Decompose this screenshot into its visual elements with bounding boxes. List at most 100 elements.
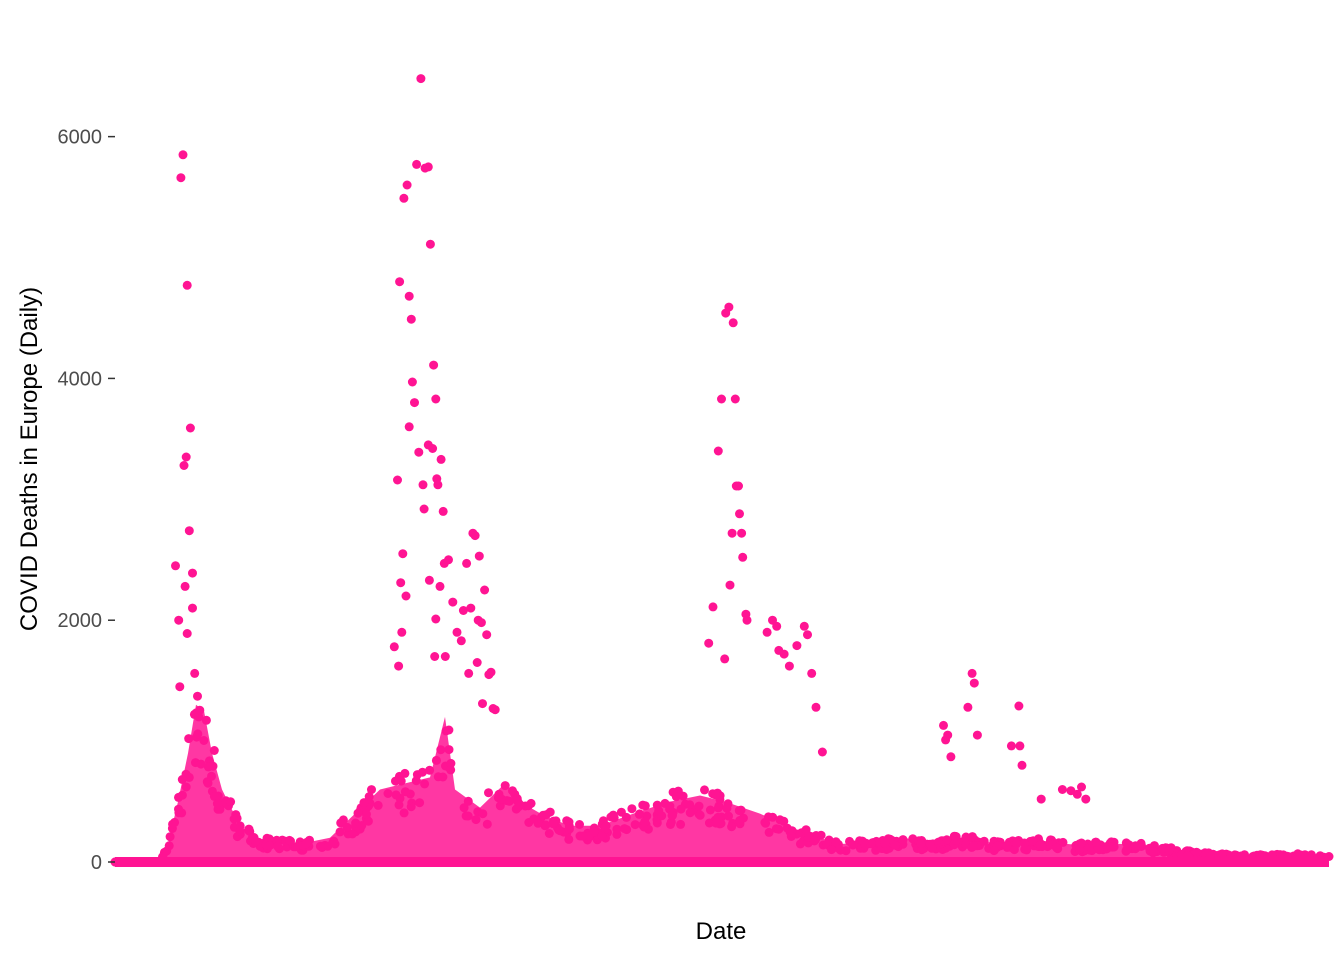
dense-point (634, 809, 644, 819)
data-point (811, 702, 821, 712)
dense-data-band (110, 691, 1334, 867)
dense-point (760, 818, 770, 827)
dense-point (578, 831, 588, 841)
dense-point (361, 809, 371, 819)
dense-point (1293, 849, 1303, 859)
data-point (193, 729, 203, 739)
dense-point (564, 834, 574, 844)
dense-point (795, 839, 805, 849)
data-point (772, 621, 782, 631)
data-point (730, 394, 740, 404)
dense-point (612, 829, 622, 839)
data-point (182, 629, 192, 638)
data-point (704, 638, 714, 648)
dense-point (194, 712, 204, 722)
dense-point (668, 787, 678, 797)
dense-point (764, 827, 774, 837)
outlier-points (171, 74, 1091, 804)
dense-point (1077, 838, 1086, 848)
dense-point (425, 765, 435, 775)
dense-point (967, 832, 977, 842)
dense-point (399, 808, 409, 818)
data-point (396, 578, 406, 588)
dense-point (627, 804, 637, 814)
dense-point (927, 843, 937, 853)
dense-point (621, 812, 631, 822)
dense-point (347, 829, 357, 839)
dense-point (500, 781, 510, 791)
dense-point (444, 745, 454, 755)
data-point (792, 641, 802, 651)
y-tick-label: 2000 (58, 610, 103, 632)
data-point (179, 461, 189, 470)
dense-point (168, 819, 178, 829)
data-point (452, 627, 462, 637)
data-point (410, 398, 419, 408)
dense-point (383, 789, 393, 798)
dense-point (315, 841, 325, 851)
data-point (178, 150, 188, 160)
data-point (482, 630, 492, 640)
data-point (433, 480, 443, 490)
dense-point (436, 745, 446, 755)
data-point (735, 509, 744, 519)
data-point (412, 159, 422, 169)
data-point (190, 668, 200, 678)
dense-point (961, 832, 971, 842)
zero-baseline-points (115, 857, 1329, 867)
data-point (464, 668, 474, 678)
data-point (462, 558, 472, 568)
dense-point (951, 831, 960, 841)
dense-point (667, 810, 677, 820)
data-point (737, 528, 747, 538)
data-point (395, 277, 405, 287)
dense-point (676, 819, 686, 829)
y-axis-title: COVID Deaths in Europe (Daily) (16, 287, 43, 631)
dense-point (336, 818, 346, 828)
dense-point (1035, 840, 1045, 850)
dense-point (597, 831, 607, 841)
data-point (393, 475, 402, 485)
data-point (742, 615, 752, 625)
dense-point (969, 841, 979, 851)
dense-point (555, 826, 565, 836)
dense-point (1131, 841, 1140, 851)
dense-point (600, 822, 610, 832)
dense-point (353, 808, 363, 818)
dense-point (786, 832, 796, 841)
dense-point (373, 800, 383, 810)
data-point (436, 454, 446, 464)
data-point (184, 526, 194, 536)
dense-point (459, 803, 469, 813)
dense-point (164, 841, 174, 851)
data-point (419, 504, 429, 514)
dense-point (775, 815, 785, 825)
data-point (188, 603, 197, 613)
dense-point (722, 803, 732, 813)
dense-point (1028, 836, 1038, 846)
y-axis: 0 2000 4000 6000 (58, 127, 115, 874)
dense-point (431, 755, 441, 765)
data-point (397, 627, 407, 637)
data-point (784, 661, 794, 671)
data-point (1006, 741, 1016, 751)
data-point (725, 580, 735, 590)
dense-point (727, 822, 737, 832)
dense-point (638, 800, 648, 810)
data-point (423, 162, 433, 172)
dense-point (541, 820, 551, 830)
data-point (762, 627, 772, 637)
dense-point (916, 839, 926, 849)
data-point (435, 581, 445, 591)
baseline-points (115, 857, 1329, 867)
dense-point (1121, 838, 1131, 848)
dense-point (367, 785, 376, 795)
data-point (458, 606, 468, 615)
dense-point (396, 776, 406, 786)
dense-point (564, 824, 574, 834)
dense-point (712, 818, 722, 828)
dense-point (774, 824, 784, 834)
data-point (817, 747, 827, 757)
dense-point (827, 845, 836, 855)
dense-point (860, 840, 870, 850)
